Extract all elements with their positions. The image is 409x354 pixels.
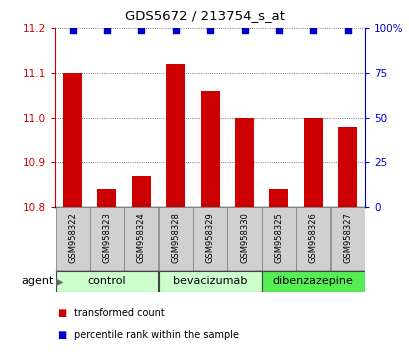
Bar: [193, 207, 227, 271]
Text: GSM958325: GSM958325: [274, 212, 283, 263]
Bar: [90, 207, 124, 271]
Text: ■: ■: [57, 308, 67, 318]
Text: ■: ■: [57, 330, 67, 340]
Bar: [63, 73, 82, 207]
Text: GSM958327: GSM958327: [342, 212, 351, 263]
Text: transformed count: transformed count: [74, 308, 164, 318]
Bar: [55, 207, 89, 271]
Bar: [269, 189, 288, 207]
Bar: [330, 207, 364, 271]
Bar: [97, 189, 116, 207]
Bar: [337, 127, 356, 207]
Text: GDS5672 / 213754_s_at: GDS5672 / 213754_s_at: [125, 9, 284, 22]
Text: control: control: [88, 276, 126, 286]
Point: [172, 27, 179, 33]
Text: GSM958324: GSM958324: [137, 212, 146, 263]
Text: GSM958330: GSM958330: [239, 212, 248, 263]
Bar: [158, 271, 261, 292]
Bar: [200, 91, 219, 207]
Point: [103, 27, 110, 33]
Bar: [296, 207, 330, 271]
Text: GSM958322: GSM958322: [68, 212, 77, 263]
Point: [240, 27, 247, 33]
Text: ▶: ▶: [56, 276, 63, 286]
Bar: [55, 271, 158, 292]
Text: percentile rank within the sample: percentile rank within the sample: [74, 330, 238, 340]
Bar: [124, 207, 158, 271]
Text: GSM958326: GSM958326: [308, 212, 317, 263]
Text: dibenzazepine: dibenzazepine: [272, 276, 353, 286]
Bar: [132, 176, 151, 207]
Point: [69, 27, 76, 33]
Point: [344, 27, 350, 33]
Text: GSM958323: GSM958323: [102, 212, 111, 263]
Bar: [158, 207, 192, 271]
Bar: [261, 271, 364, 292]
Bar: [303, 118, 322, 207]
Bar: [234, 118, 253, 207]
Bar: [227, 207, 261, 271]
Point: [309, 27, 316, 33]
Bar: [166, 64, 185, 207]
Point: [275, 27, 281, 33]
Text: GSM958328: GSM958328: [171, 212, 180, 263]
Bar: [261, 207, 295, 271]
Text: agent: agent: [21, 276, 53, 286]
Text: bevacizumab: bevacizumab: [173, 276, 247, 286]
Point: [207, 27, 213, 33]
Text: GSM958329: GSM958329: [205, 212, 214, 263]
Point: [138, 27, 144, 33]
